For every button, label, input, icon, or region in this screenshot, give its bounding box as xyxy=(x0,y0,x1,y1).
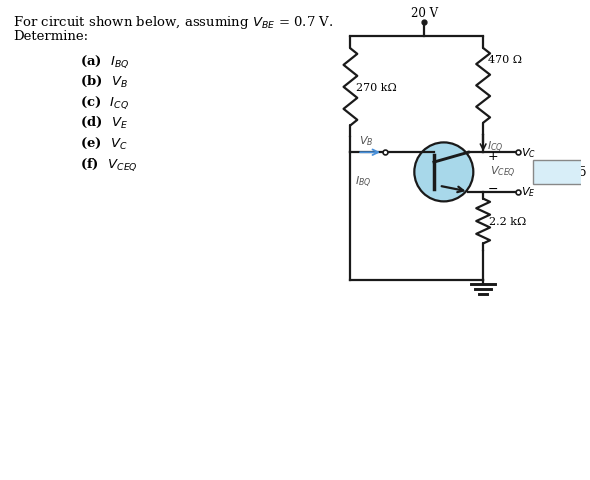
FancyBboxPatch shape xyxy=(533,161,590,184)
Text: (c)  $I_{CQ}$: (c) $I_{CQ}$ xyxy=(80,94,129,111)
Text: 470 Ω: 470 Ω xyxy=(488,55,522,65)
Text: $I_{CQ}$: $I_{CQ}$ xyxy=(487,140,504,155)
Text: β = 125: β = 125 xyxy=(539,166,586,179)
Text: (f)  $V_{CEQ}$: (f) $V_{CEQ}$ xyxy=(80,156,138,172)
Text: $V_C$: $V_C$ xyxy=(520,146,536,160)
Text: Determine:: Determine: xyxy=(13,30,88,43)
Text: 2.2 kΩ: 2.2 kΩ xyxy=(489,216,526,227)
Text: For circuit shown below, assuming $V_{BE}$ = 0.7 V.: For circuit shown below, assuming $V_{BE… xyxy=(13,13,333,31)
Text: 270 kΩ: 270 kΩ xyxy=(356,83,397,93)
Text: (a)  $I_{BQ}$: (a) $I_{BQ}$ xyxy=(80,53,130,70)
Circle shape xyxy=(414,143,473,202)
Text: (e)  $V_C$: (e) $V_C$ xyxy=(80,135,127,150)
Text: −: − xyxy=(488,183,499,196)
Text: (d)  $V_E$: (d) $V_E$ xyxy=(80,115,128,130)
Text: $V_{CEQ}$: $V_{CEQ}$ xyxy=(490,165,516,180)
Text: (b)  $V_B$: (b) $V_B$ xyxy=(80,73,128,89)
Text: $V_E$: $V_E$ xyxy=(520,185,535,199)
Text: 20 V: 20 V xyxy=(411,7,438,20)
Text: $I_{BQ}$: $I_{BQ}$ xyxy=(355,175,372,190)
Text: $V_B$: $V_B$ xyxy=(359,134,373,148)
Text: +: + xyxy=(488,149,499,162)
